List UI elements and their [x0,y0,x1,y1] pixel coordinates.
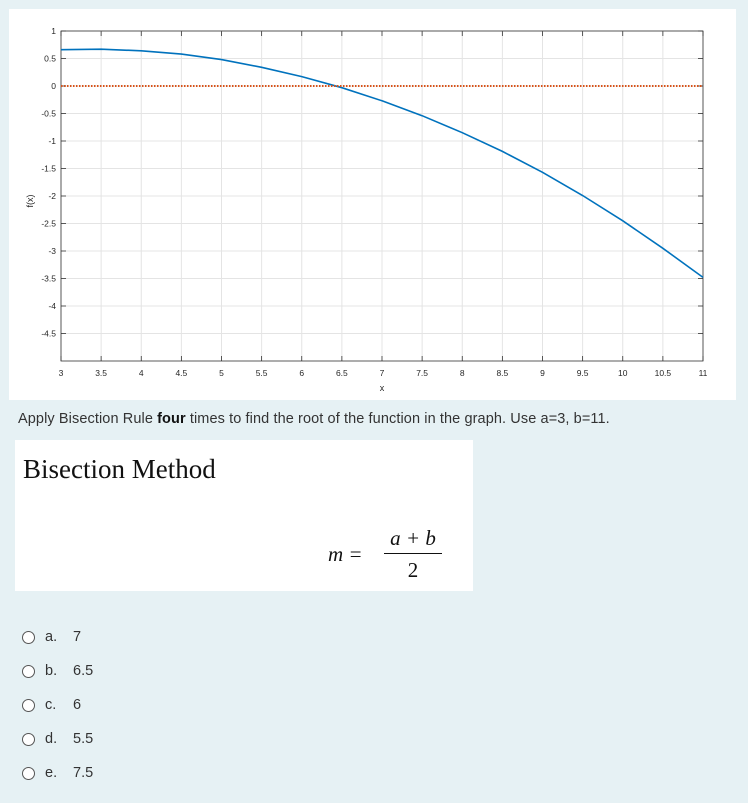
x-tick-label: 10.5 [655,368,672,378]
radio-button-d[interactable] [22,732,35,746]
formula-fraction: a + b 2 [384,526,442,582]
radio-button-c[interactable] [22,698,35,712]
x-tick-label: 3 [59,368,64,378]
x-tick-label: 4 [139,368,144,378]
option-e[interactable]: e. 7.5 [22,756,93,790]
option-letter: d. [45,731,58,747]
y-axis-label: f(x) [25,195,35,208]
y-tick-label: -2.5 [41,219,56,229]
y-tick-label: -0.5 [41,109,56,119]
x-tick-label: 7 [380,368,385,378]
y-tick-label: -1 [48,136,56,146]
y-tick-label: -3 [48,246,56,256]
y-tick-label: 0 [51,81,56,91]
function-curve [60,48,704,279]
y-tick-label: -4 [48,301,56,311]
x-tick-label: 9 [540,368,545,378]
radio-button-a[interactable] [22,630,35,644]
x-tick-label: 10 [618,368,628,378]
x-tick-label: 6 [299,368,304,378]
question-emphasis: four [157,411,186,427]
y-tick-label: -2 [48,191,56,201]
formula-lhs: m = [328,542,363,566]
x-tick-label: 8.5 [496,368,508,378]
y-tick-label: -1.5 [41,164,56,174]
option-letter: b. [45,663,58,679]
y-tick-label: 1 [51,26,56,36]
fraction-bar [384,553,442,554]
y-tick-label: 0.5 [44,54,56,64]
option-letter: e. [45,765,58,781]
x-tick-label: 7.5 [416,368,428,378]
x-tick-label: 3.5 [95,368,107,378]
function-graph: 3 3.5 4 4.5 5 5.5 6 6.5 7 7.5 8 8.5 9 9.5 10 10.5 11 1 0.5… [9,9,736,400]
y-tick-label: -4.5 [41,329,56,339]
formula-panel: Bisection Method m = a + b 2 [15,440,473,591]
formula-heading: Bisection Method [23,454,216,484]
x-axis-label: x [380,383,385,393]
option-c[interactable]: c. 6 [22,688,93,722]
option-a[interactable]: a. 7 [22,620,93,654]
option-b[interactable]: b. 6.5 [22,654,93,688]
radio-button-e[interactable] [22,766,35,780]
option-letter: a. [45,629,58,645]
radio-button-b[interactable] [22,664,35,678]
axes-box [60,30,704,362]
option-value: 7 [73,629,82,645]
option-value: 7.5 [73,765,94,781]
x-tick-label: 5.5 [256,368,268,378]
x-tick-label: 11 [699,368,708,378]
chart-svg: 3 3.5 4 4.5 5 5.5 6 6.5 7 7.5 8 8.5 9 9.5 10 10.5 1110.5… [25,26,708,393]
question-text: Apply Bisection Rule four times to find … [18,411,610,427]
question-text-after: times to find the root of the function i… [185,411,610,427]
question-text-before: Apply Bisection Rule [18,411,158,427]
x-tick-label: 8 [460,368,465,378]
x-tick-label: 5 [219,368,224,378]
y-tick-label: -3.5 [41,274,56,284]
x-tick-label: 9.5 [577,368,589,378]
option-value: 6 [73,697,82,713]
formula-numerator: a + b [390,526,436,550]
answer-options: a. 7 b. 6.5 c. 6 d. 5.5 e. 7.5 [22,620,93,790]
option-letter: c. [45,697,57,713]
formula-denominator: 2 [407,558,419,582]
option-d[interactable]: d. 5.5 [22,722,93,756]
x-tick-label: 6.5 [336,368,348,378]
option-value: 5.5 [73,731,94,747]
option-value: 6.5 [73,663,94,679]
x-tick-label: 4.5 [175,368,187,378]
